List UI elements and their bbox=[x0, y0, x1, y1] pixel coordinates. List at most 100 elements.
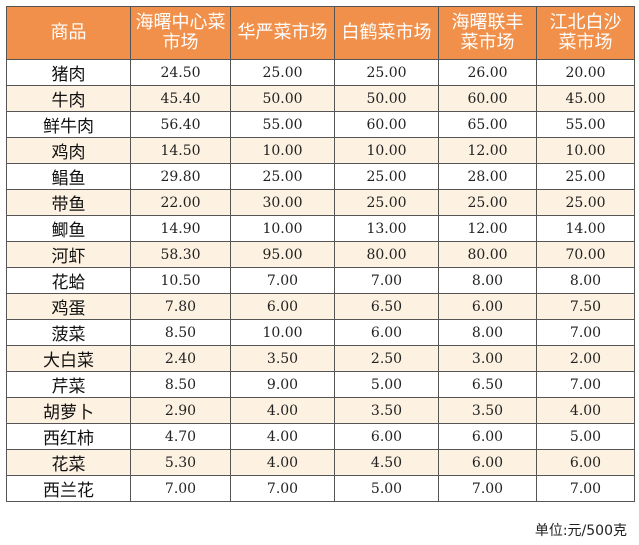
price-cell: 4.00 bbox=[230, 423, 335, 450]
header-product: 商品 bbox=[6, 6, 131, 60]
price-cell: 26.00 bbox=[438, 59, 537, 86]
price-cell: 3.00 bbox=[438, 345, 537, 372]
product-name-cell: 西兰花 bbox=[6, 475, 131, 502]
price-cell: 2.50 bbox=[334, 345, 439, 372]
price-cell: 7.00 bbox=[536, 319, 635, 346]
price-cell: 5.30 bbox=[130, 449, 231, 476]
price-cell: 6.00 bbox=[438, 293, 537, 320]
unit-note: 单位:元/500克 bbox=[534, 523, 627, 539]
table-row: 花蛤 10.50 7.00 7.00 8.00 8.00 bbox=[6, 267, 635, 294]
header-row: 商品 海曙中心菜市场 华严菜市场 白鹤菜市场 海曙联丰菜市场 江北白沙菜市场 bbox=[6, 6, 635, 60]
price-cell: 6.50 bbox=[438, 371, 537, 398]
product-name-cell: 鸡肉 bbox=[6, 137, 131, 164]
price-cell: 5.00 bbox=[334, 371, 439, 398]
price-cell: 8.00 bbox=[438, 319, 537, 346]
price-cell: 3.50 bbox=[230, 345, 335, 372]
product-name-cell: 鲫鱼 bbox=[6, 215, 131, 242]
table-row: 芹菜 8.50 9.00 5.00 6.50 7.00 bbox=[6, 371, 635, 398]
product-name-cell: 大白菜 bbox=[6, 345, 131, 372]
price-cell: 95.00 bbox=[230, 241, 335, 268]
table-row: 大白菜 2.40 3.50 2.50 3.00 2.00 bbox=[6, 345, 635, 372]
table-body: 猪肉 24.50 25.00 25.00 26.00 20.00 牛肉 45.40 50.00 5… bbox=[6, 59, 635, 502]
price-cell: 4.00 bbox=[230, 449, 335, 476]
price-cell: 7.00 bbox=[536, 475, 635, 502]
product-name-cell: 胡萝卜 bbox=[6, 397, 131, 424]
header-market-baihe: 白鹤菜市场 bbox=[334, 6, 439, 60]
price-cell: 4.00 bbox=[536, 397, 635, 424]
table-row: 胡萝卜 2.90 4.00 3.50 3.50 4.00 bbox=[6, 397, 635, 424]
price-cell: 8.00 bbox=[536, 267, 635, 294]
price-cell: 2.00 bbox=[536, 345, 635, 372]
price-cell: 25.00 bbox=[334, 163, 439, 190]
product-name-cell: 河虾 bbox=[6, 241, 131, 268]
price-cell: 6.00 bbox=[438, 449, 537, 476]
price-table: 商品 海曙中心菜市场 华严菜市场 白鹤菜市场 海曙联丰菜市场 江北白沙菜市场 猪… bbox=[6, 6, 635, 502]
price-cell: 58.30 bbox=[130, 241, 231, 268]
table-row: 西红柿 4.70 4.00 6.00 6.00 5.00 bbox=[6, 423, 635, 450]
price-cell: 30.00 bbox=[230, 189, 335, 216]
price-cell: 10.00 bbox=[230, 137, 335, 164]
price-cell: 6.00 bbox=[536, 449, 635, 476]
price-cell: 7.50 bbox=[536, 293, 635, 320]
price-cell: 3.50 bbox=[334, 397, 439, 424]
price-cell: 4.50 bbox=[334, 449, 439, 476]
price-cell: 8.50 bbox=[130, 371, 231, 398]
product-name-cell: 鲜牛肉 bbox=[6, 111, 131, 138]
price-cell: 6.00 bbox=[230, 293, 335, 320]
price-cell: 7.80 bbox=[130, 293, 231, 320]
header-market-haishu-center: 海曙中心菜市场 bbox=[130, 6, 231, 60]
price-cell: 50.00 bbox=[334, 85, 439, 112]
price-cell: 25.00 bbox=[334, 59, 439, 86]
price-cell: 3.50 bbox=[438, 397, 537, 424]
price-cell: 25.00 bbox=[536, 163, 635, 190]
price-cell: 5.00 bbox=[334, 475, 439, 502]
price-cell: 28.00 bbox=[438, 163, 537, 190]
price-cell: 25.00 bbox=[438, 189, 537, 216]
price-cell: 60.00 bbox=[334, 111, 439, 138]
product-name-cell: 花菜 bbox=[6, 449, 131, 476]
price-table-container: 商品 海曙中心菜市场 华严菜市场 白鹤菜市场 海曙联丰菜市场 江北白沙菜市场 猪… bbox=[6, 6, 635, 502]
price-cell: 65.00 bbox=[438, 111, 537, 138]
table-row: 鲜牛肉 56.40 55.00 60.00 65.00 55.00 bbox=[6, 111, 635, 138]
table-row: 带鱼 22.00 30.00 25.00 25.00 25.00 bbox=[6, 189, 635, 216]
table-row: 花菜 5.30 4.00 4.50 6.00 6.00 bbox=[6, 449, 635, 476]
price-cell: 5.00 bbox=[536, 423, 635, 450]
price-cell: 55.00 bbox=[230, 111, 335, 138]
table-row: 鲫鱼 14.90 10.00 13.00 12.00 14.00 bbox=[6, 215, 635, 242]
price-cell: 10.50 bbox=[130, 267, 231, 294]
price-cell: 25.00 bbox=[536, 189, 635, 216]
price-cell: 6.00 bbox=[334, 423, 439, 450]
product-name-cell: 西红柿 bbox=[6, 423, 131, 450]
product-name-cell: 带鱼 bbox=[6, 189, 131, 216]
price-cell: 2.40 bbox=[130, 345, 231, 372]
price-cell: 56.40 bbox=[130, 111, 231, 138]
price-cell: 45.40 bbox=[130, 85, 231, 112]
price-cell: 55.00 bbox=[536, 111, 635, 138]
price-cell: 25.00 bbox=[230, 59, 335, 86]
price-cell: 13.00 bbox=[334, 215, 439, 242]
price-cell: 4.00 bbox=[230, 397, 335, 424]
price-cell: 80.00 bbox=[438, 241, 537, 268]
price-cell: 14.90 bbox=[130, 215, 231, 242]
product-name-cell: 猪肉 bbox=[6, 59, 131, 86]
price-cell: 6.00 bbox=[438, 423, 537, 450]
table-row: 鲳鱼 29.80 25.00 25.00 28.00 25.00 bbox=[6, 163, 635, 190]
header-market-jiangbei-baisha: 江北白沙菜市场 bbox=[536, 6, 635, 60]
table-row: 西兰花 7.00 7.00 5.00 7.00 7.00 bbox=[6, 475, 635, 502]
table-row: 河虾 58.30 95.00 80.00 80.00 70.00 bbox=[6, 241, 635, 268]
table-row: 鸡肉 14.50 10.00 10.00 12.00 10.00 bbox=[6, 137, 635, 164]
price-cell: 25.00 bbox=[334, 189, 439, 216]
price-cell: 60.00 bbox=[438, 85, 537, 112]
price-cell: 6.00 bbox=[334, 319, 439, 346]
price-cell: 10.00 bbox=[230, 319, 335, 346]
table-row: 菠菜 8.50 10.00 6.00 8.00 7.00 bbox=[6, 319, 635, 346]
price-cell: 70.00 bbox=[536, 241, 635, 268]
price-cell: 8.50 bbox=[130, 319, 231, 346]
product-name-cell: 鸡蛋 bbox=[6, 293, 131, 320]
price-cell: 14.50 bbox=[130, 137, 231, 164]
price-cell: 8.00 bbox=[438, 267, 537, 294]
price-cell: 7.00 bbox=[438, 475, 537, 502]
price-cell: 20.00 bbox=[536, 59, 635, 86]
table-row: 猪肉 24.50 25.00 25.00 26.00 20.00 bbox=[6, 59, 635, 86]
price-cell: 50.00 bbox=[230, 85, 335, 112]
